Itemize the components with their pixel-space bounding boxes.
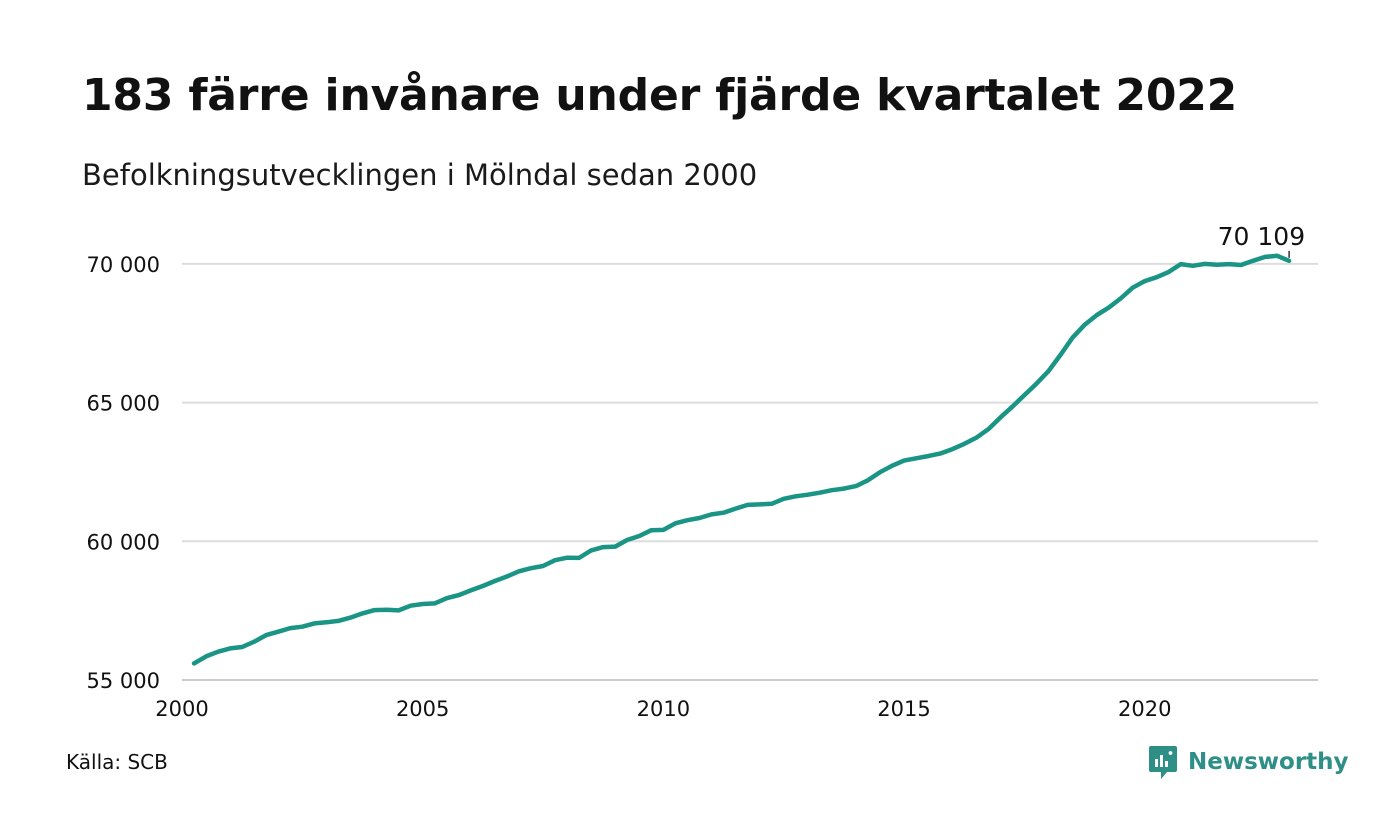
y-tick-label: 55 000 bbox=[87, 669, 160, 693]
x-tick-label: 2020 bbox=[1118, 697, 1171, 721]
brand-logo[interactable]: Newsworthy bbox=[1148, 744, 1349, 780]
end-value-label: 70 109 bbox=[1218, 222, 1305, 251]
x-axis-labels: 2000 2005 2010 2015 2020 bbox=[155, 697, 1171, 721]
grid-lines bbox=[182, 262, 1318, 681]
series-line bbox=[191, 253, 1292, 666]
newsworthy-logo-icon bbox=[1149, 746, 1177, 779]
y-tick-label: 70 000 bbox=[87, 253, 160, 277]
y-axis-labels: 55 000 60 000 65 000 70 000 bbox=[87, 253, 160, 693]
x-tick-label: 2015 bbox=[877, 697, 930, 721]
page-title: 183 färre invånare under fjärde kvartale… bbox=[82, 70, 1238, 121]
annotation-layer: 70 109 bbox=[1218, 222, 1305, 258]
x-tick-label: 2005 bbox=[396, 697, 449, 721]
y-tick-label: 65 000 bbox=[87, 392, 160, 416]
page-subtitle: Befolkningsutvecklingen i Mölndal sedan … bbox=[82, 158, 758, 192]
brand-name: Newsworthy bbox=[1188, 749, 1349, 775]
x-tick-label: 2000 bbox=[155, 697, 208, 721]
series-layer bbox=[191, 253, 1292, 666]
source-note: Källa: SCB bbox=[66, 750, 168, 774]
y-tick-label: 60 000 bbox=[87, 530, 160, 554]
x-tick-label: 2010 bbox=[637, 697, 690, 721]
